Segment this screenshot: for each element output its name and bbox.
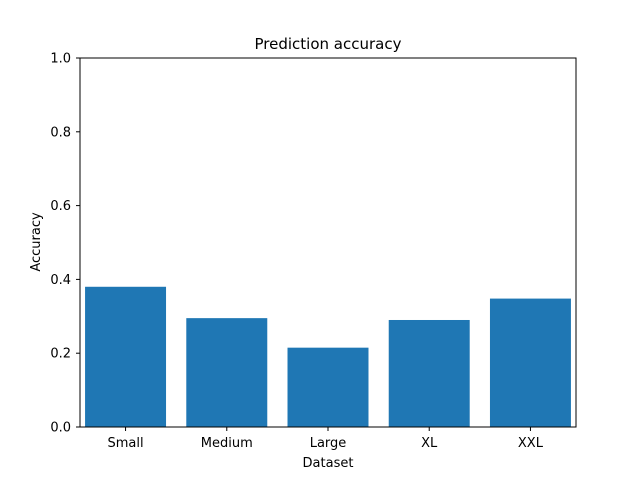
- y-tick-label: 0.6: [50, 199, 71, 214]
- x-axis: Small Medium Large XL XXL: [107, 427, 544, 451]
- x-tick-label: XXL: [518, 436, 544, 451]
- bars-group: [85, 286, 571, 427]
- y-axis: 0.0 0.2 0.4 0.6 0.8 1.0: [50, 52, 80, 436]
- y-axis-title: Accuracy: [29, 212, 44, 272]
- bar-medium: [186, 318, 268, 427]
- bar-small: [85, 286, 167, 427]
- bar-large: [287, 347, 369, 427]
- y-tick-label: 0.4: [50, 273, 71, 288]
- y-tick-label: 0.8: [50, 125, 71, 140]
- x-tick-label: Large: [310, 436, 347, 451]
- x-axis-title: Dataset: [303, 456, 354, 471]
- x-tick-label: Medium: [201, 436, 253, 451]
- y-tick-label: 1.0: [50, 52, 71, 67]
- y-tick-label: 0.2: [50, 347, 71, 362]
- x-tick-label: Small: [107, 436, 143, 451]
- y-tick-label: 0.0: [50, 421, 71, 436]
- bar-xxl: [489, 298, 571, 427]
- chart-title: Prediction accuracy: [255, 35, 402, 53]
- bar-xl: [388, 319, 470, 427]
- x-tick-label: XL: [421, 436, 438, 451]
